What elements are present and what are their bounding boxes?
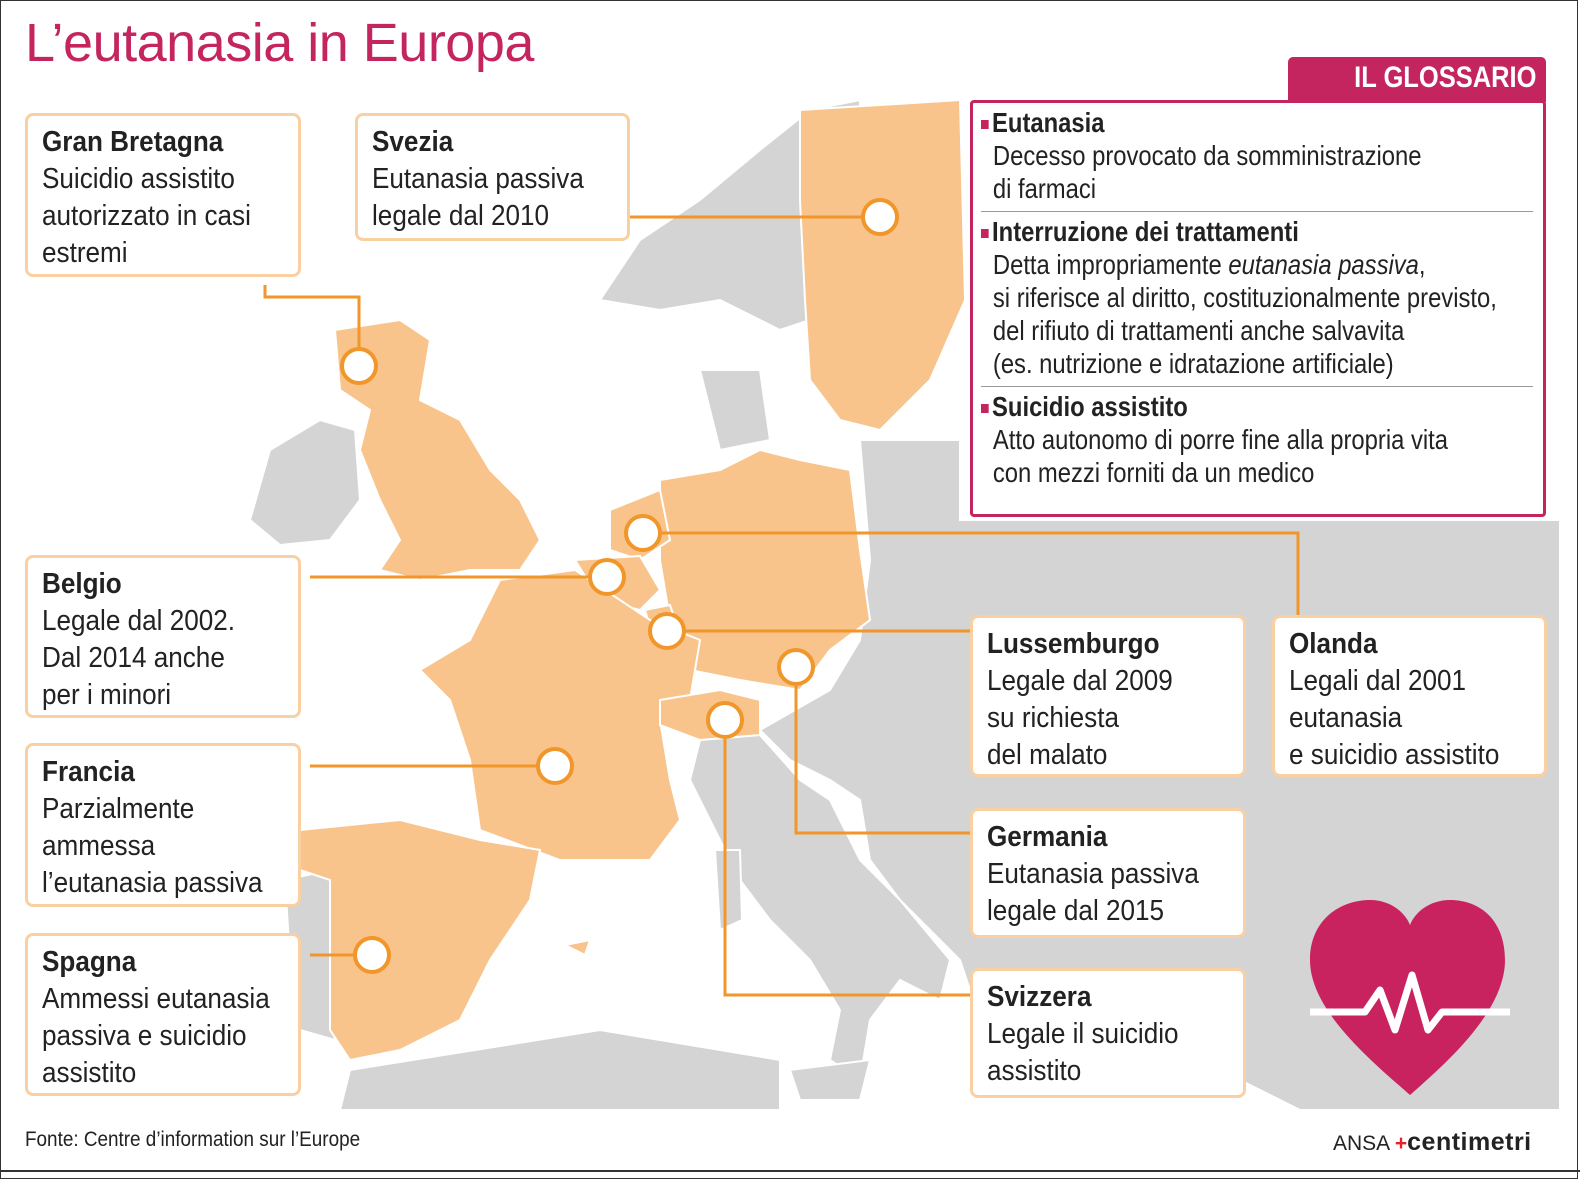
glossary-line: del rifiuto di trattamenti anche salvavi… — [992, 315, 1405, 346]
box-germania: Germania Eutanasia passiva legale dal 20… — [970, 808, 1246, 938]
box-svezia: Svezia Eutanasia passiva legale dal 2010 — [355, 113, 630, 241]
glossary-line: di farmaci — [992, 173, 1097, 204]
country-name: Svizzera — [987, 981, 1092, 1013]
country-desc: Legale il suicidio assistito — [987, 1018, 1179, 1087]
country-uk — [333, 318, 542, 582]
marker-gran-bretagna — [340, 347, 378, 385]
connector-gran-bretagna — [263, 285, 361, 349]
marker-svizzera — [706, 701, 744, 739]
glossary-italic: eutanasia passiva — [1228, 249, 1419, 280]
country-balearics — [561, 938, 592, 957]
country-name: Olanda — [1289, 628, 1378, 660]
country-spain — [299, 818, 542, 1062]
glossary-term: Eutanasia — [992, 107, 1105, 138]
connector-lines — [263, 215, 1300, 997]
glossary-line: con mezzi forniti da un medico — [992, 457, 1315, 488]
country-desc: Legali dal 2001 eutanasia e suicidio ass… — [1289, 665, 1500, 771]
box-gran-bretagna: Gran Bretagna Suicidio assistito autoriz… — [25, 113, 301, 277]
land-north-africa — [338, 1028, 781, 1111]
country-desc: Eutanasia passiva legale dal 2015 — [987, 858, 1199, 927]
connector-germania — [794, 684, 970, 835]
country-desc: Suicidio assistito autorizzato in casi e… — [42, 163, 251, 269]
marker-francia — [536, 747, 574, 785]
plus-icon: + — [1394, 1132, 1408, 1155]
glossary-panel: Eutanasia Decesso provocato da somminist… — [970, 100, 1546, 517]
heart-pulse-icon — [1310, 900, 1510, 1095]
ansa-centimetri-logo: ANSA +centimetri — [1333, 1128, 1532, 1157]
country-name: Francia — [42, 756, 135, 788]
glossary-line: si riferisce al diritto, costituzionalme… — [992, 282, 1497, 313]
land-sicily — [788, 1058, 872, 1101]
marker-belgio — [588, 558, 626, 596]
glossary-text: Detta impropriamente — [992, 249, 1229, 280]
country-desc: Eutanasia passiva legale dal 2010 — [372, 163, 584, 232]
glossary-header-text: IL GLOSSARIO — [1353, 61, 1536, 94]
box-belgio: Belgio Legale dal 2002. Dal 2014 anche p… — [25, 555, 301, 718]
glossary-term: Suicidio assistito — [992, 391, 1188, 422]
page-title: L’eutanasia in Europa — [25, 13, 534, 73]
country-desc: Legale dal 2009 su richiesta del malato — [987, 665, 1173, 771]
land-denmark — [698, 369, 772, 452]
box-lussemburgo: Lussemburgo Legale dal 2009 su richiesta… — [970, 615, 1246, 777]
box-svizzera: Svizzera Legale il suicidio assistito — [970, 968, 1246, 1098]
bullet-icon — [981, 404, 989, 414]
glossary-line: Detta impropriamente eutanasia passiva, — [981, 248, 1450, 281]
box-francia: Francia Parzialmente ammessa l’eutanasia… — [25, 743, 301, 907]
logo-brand: centimetri — [1407, 1128, 1532, 1156]
country-sweden — [799, 98, 967, 432]
marker-lussemburgo — [648, 612, 686, 650]
glossary-line: Decesso provocato da somministrazione — [992, 140, 1422, 171]
bullet-icon — [981, 120, 989, 130]
box-spagna: Spagna Ammessi eutanasia passiva e suici… — [25, 933, 301, 1096]
bullet-icon — [981, 229, 989, 239]
glossary-item: Suicidio assistito Atto autonomo di porr… — [981, 391, 1533, 495]
marker-spagna — [353, 936, 391, 974]
connector-olanda — [660, 531, 1300, 615]
glossary-line: Atto autonomo di porre fine alla propria… — [992, 424, 1449, 455]
marker-germania — [777, 648, 815, 686]
source-note: Fonte: Centre d’information sur l’Europe — [25, 1128, 361, 1151]
bottom-rule — [0, 1170, 1580, 1172]
marker-svezia — [861, 198, 899, 236]
connector-svizzera — [723, 737, 970, 997]
country-desc: Legale dal 2002. Dal 2014 anche per i mi… — [42, 605, 236, 711]
country-desc: Parzialmente ammessa l’eutanasia passiva — [42, 793, 263, 899]
country-name: Gran Bretagna — [42, 126, 224, 158]
country-name: Spagna — [42, 946, 137, 978]
country-name: Svezia — [372, 126, 454, 158]
country-name: Germania — [987, 821, 1108, 853]
glossary-text: , — [1418, 249, 1426, 280]
land-ireland — [248, 418, 362, 547]
country-desc: Ammessi eutanasia passiva e suicidio ass… — [42, 983, 270, 1089]
glossary-term: Interruzione dei trattamenti — [992, 216, 1299, 247]
box-olanda: Olanda Legali dal 2001 eutanasia e suici… — [1272, 615, 1547, 777]
country-name: Lussemburgo — [987, 628, 1160, 660]
marker-olanda — [624, 514, 662, 552]
country-name: Belgio — [42, 568, 122, 600]
glossary-line: (es. nutrizione e idratazione artificial… — [992, 348, 1394, 379]
land-sardinia — [713, 849, 744, 932]
glossary-header: IL GLOSSARIO — [1288, 57, 1546, 102]
glossary-item: Interruzione dei trattamenti Detta impro… — [981, 216, 1533, 387]
logo-agency: ANSA — [1333, 1132, 1390, 1155]
glossary-item: Eutanasia Decesso provocato da somminist… — [981, 107, 1533, 212]
